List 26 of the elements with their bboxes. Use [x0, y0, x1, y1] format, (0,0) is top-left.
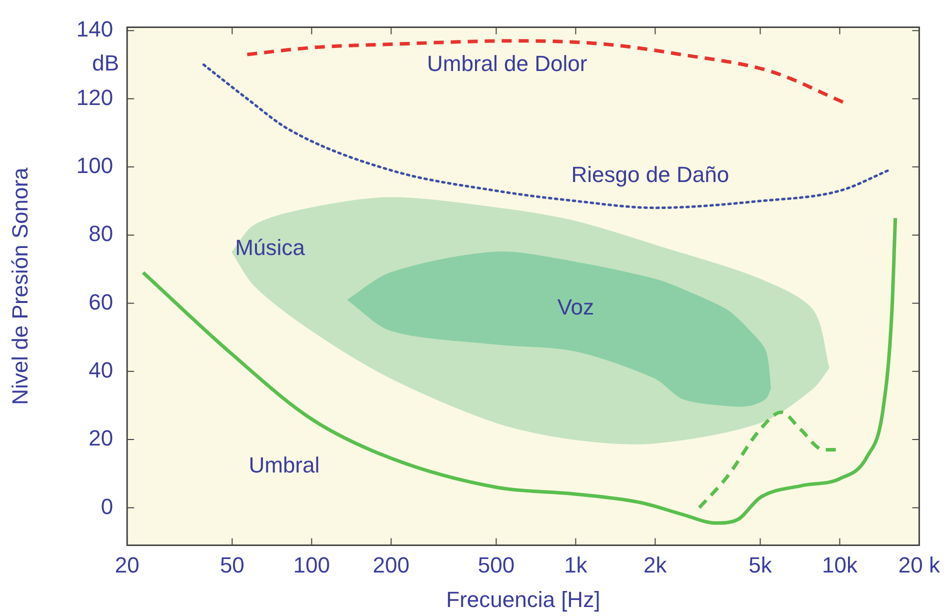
- x-axis-title: Frecuencia [Hz]: [446, 586, 600, 612]
- x-tick-label: 2k: [644, 552, 668, 578]
- x-tick-label: 100: [293, 552, 330, 578]
- y-axis-title: Nivel de Presión Sonora: [7, 166, 32, 405]
- annotation: Música: [235, 234, 306, 260]
- y-tick-label: 20: [88, 426, 114, 451]
- series-label: Umbral de Dolor: [427, 50, 588, 76]
- x-tick-label: 10k: [822, 552, 858, 578]
- y-tick-label: 0: [100, 494, 114, 519]
- y-tick-label: 120: [76, 84, 114, 110]
- annotation: Voz: [557, 294, 594, 320]
- series-label: Umbral: [248, 452, 320, 478]
- series-label: Riesgo de Daño: [571, 162, 730, 187]
- x-tick-label: 5k: [748, 552, 773, 578]
- y-tick-label: 140: [76, 16, 114, 42]
- x-tick-label: 500: [478, 552, 515, 578]
- x-tick-label: 20: [114, 552, 140, 578]
- x-tick-label: 20 k: [898, 552, 941, 578]
- y-tick-label: 60: [88, 289, 114, 314]
- y-tick-label: 80: [88, 221, 114, 246]
- y-tick-label: 100: [76, 152, 114, 178]
- x-tick-label: 1k: [564, 552, 588, 578]
- y-tick-label: 40: [88, 357, 114, 382]
- text: dB: [92, 50, 120, 76]
- x-tick-label: 50: [220, 552, 244, 578]
- x-tick-label: 200: [372, 552, 410, 578]
